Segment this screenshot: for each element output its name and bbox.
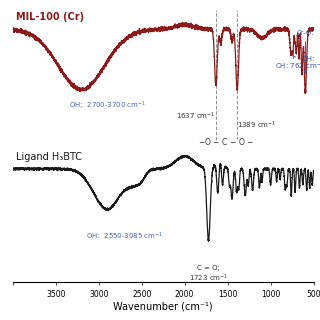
Text: C = O;
1723 cm$^{-1}$: C = O; 1723 cm$^{-1}$ xyxy=(189,265,228,284)
Text: OH:  2550-3085 cm$^{-1}$: OH: 2550-3085 cm$^{-1}$ xyxy=(86,231,163,242)
X-axis label: Wavenumber (cm⁻¹): Wavenumber (cm⁻¹) xyxy=(113,302,213,312)
Text: MIL-100 (Cr): MIL-100 (Cr) xyxy=(16,12,84,22)
Text: Cr-O:: Cr-O: xyxy=(297,30,314,73)
Text: CH: 762 cm$^{-1}$: CH: 762 cm$^{-1}$ xyxy=(275,55,320,72)
Text: 1637 cm$^{-1}$: 1637 cm$^{-1}$ xyxy=(176,110,216,122)
Text: Ligand H₃BTC: Ligand H₃BTC xyxy=(16,152,82,162)
Text: CH:: CH: xyxy=(302,56,315,62)
Text: 1389 cm$^{-1}$: 1389 cm$^{-1}$ xyxy=(237,120,277,131)
Text: $-$O $-$ C $-$ O $-$: $-$O $-$ C $-$ O $-$ xyxy=(198,136,255,147)
Text: OH;  2700-3700 cm$^{-1}$: OH; 2700-3700 cm$^{-1}$ xyxy=(68,100,146,112)
